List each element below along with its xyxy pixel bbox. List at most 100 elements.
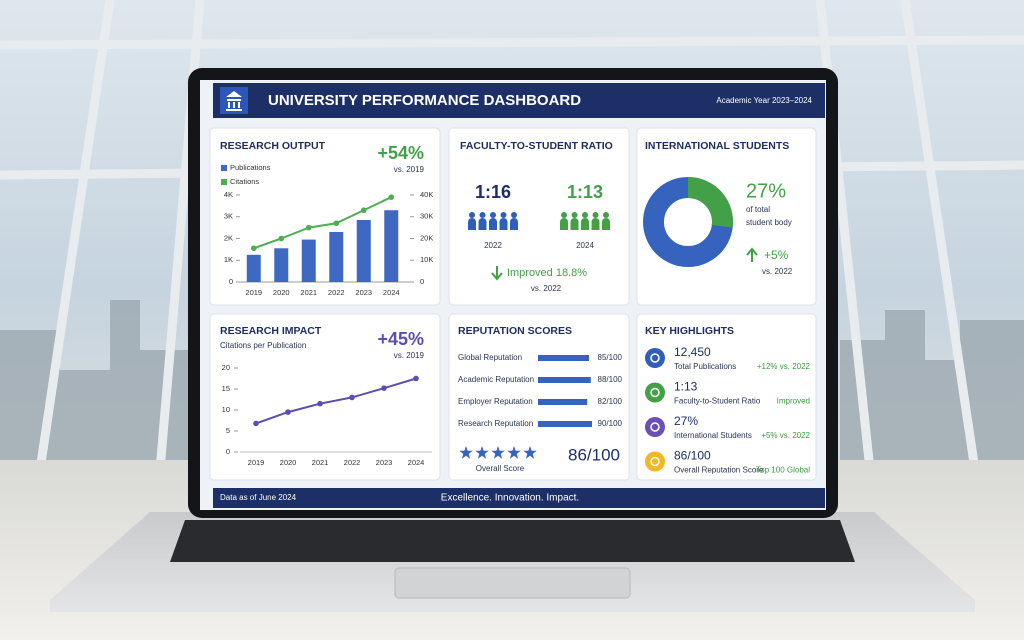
- person-head: [592, 212, 599, 218]
- y-tick-label: 1K: [224, 255, 233, 264]
- y-tick-label: 0: [226, 447, 230, 456]
- point: [285, 409, 291, 415]
- logo-icon: [226, 91, 242, 111]
- panel: [209, 127, 441, 306]
- highlight-value: 86/100: [674, 449, 711, 463]
- y2-tick-label: 30K: [420, 212, 433, 221]
- ratio: 1:13: [567, 182, 603, 202]
- highlight-change: Improved: [777, 397, 810, 406]
- change: +54%: [377, 143, 424, 163]
- keyboard: [170, 520, 855, 562]
- x-tick-label: 2019: [245, 288, 262, 297]
- panel: [209, 313, 441, 481]
- panel-title: INTERNATIONAL STUDENTS: [645, 140, 789, 152]
- bar: [274, 248, 289, 282]
- y-tick-label: 4K: [224, 190, 233, 199]
- person-head: [511, 212, 517, 218]
- point: [388, 194, 395, 200]
- panel: [448, 127, 630, 306]
- change: Improved 18.8%: [507, 267, 587, 279]
- tagline: Excellence. Innovation. Impact.: [441, 493, 579, 504]
- x-tick-label: 2022: [328, 288, 345, 297]
- academic-year: Academic Year 2023–2024: [716, 96, 812, 105]
- highlight-value: 1:13: [674, 380, 698, 394]
- point: [305, 224, 312, 231]
- row-label: Research Reputation: [458, 419, 533, 428]
- y-tick-label: 15: [222, 384, 230, 393]
- score-label: 88/100: [598, 375, 623, 384]
- caption: of total: [746, 205, 770, 214]
- point: [278, 235, 285, 242]
- line: [253, 196, 392, 250]
- y-tick-label: 3K: [224, 212, 233, 221]
- panel: [636, 313, 817, 481]
- highlight-value: 27%: [674, 414, 698, 428]
- x-tick-label: 2021: [312, 458, 329, 467]
- star: [507, 446, 521, 459]
- x-tick-label: 2023: [376, 458, 393, 467]
- score-label: 82/100: [598, 397, 623, 406]
- highlight-icon: [645, 382, 665, 403]
- y-tick-label: 5: [226, 426, 230, 435]
- change-note: vs. 2019: [394, 351, 425, 360]
- header-bar: [213, 83, 825, 118]
- row-label: Employer Reputation: [458, 397, 533, 406]
- overall-score: 86/100: [568, 445, 620, 464]
- highlight-icon-mark: [650, 422, 660, 432]
- bar: [329, 231, 344, 282]
- panel-title: RESEARCH OUTPUT: [220, 140, 326, 152]
- score-label: 90/100: [598, 419, 623, 428]
- person-head: [582, 212, 588, 218]
- bar: [356, 220, 371, 282]
- star: [523, 446, 537, 459]
- dashboard-title: UNIVERSITY PERFORMANCE DASHBOARD: [268, 92, 581, 109]
- panel-title: KEY HIGHLIGHTS: [645, 325, 734, 337]
- x-tick-label: 2019: [248, 458, 265, 467]
- legend-label: Citations: [230, 177, 259, 186]
- legend-label: Publications: [230, 163, 271, 172]
- y2-tick-label: 40K: [420, 190, 433, 199]
- y2-tick-label: 10K: [420, 255, 433, 264]
- highlight-icon: [645, 417, 665, 437]
- donut-slice: [687, 177, 733, 228]
- highlight-label: Total Publications: [674, 362, 736, 371]
- line: [255, 377, 417, 425]
- point: [250, 245, 257, 252]
- y-tick-label: 0: [229, 277, 233, 286]
- x-tick-label: 2023: [355, 288, 372, 297]
- x-tick-label: 2022: [344, 458, 361, 467]
- row-label: Global Reputation: [458, 353, 522, 362]
- subtitle: Citations per Publication: [220, 341, 306, 350]
- footer-bar: [213, 488, 825, 508]
- point: [360, 207, 367, 214]
- x-tick-label: 2020: [273, 288, 290, 297]
- point: [349, 394, 355, 401]
- highlight-value: 12,450: [674, 345, 711, 359]
- y2-tick-label: 20K: [420, 233, 433, 242]
- panel-title: REPUTATION SCORES: [458, 325, 572, 337]
- change-note: vs. 2019: [394, 165, 425, 174]
- person-body: [510, 218, 518, 230]
- y-tick-label: 10: [222, 405, 230, 414]
- caption: student body: [746, 218, 792, 227]
- change-note: vs. 2022: [762, 267, 793, 276]
- x-tick-label: 2024: [383, 288, 400, 297]
- x-tick-label: 2020: [280, 458, 297, 467]
- down-arrow: [491, 266, 503, 281]
- star: [475, 446, 489, 459]
- y-tick-label: 20: [222, 363, 230, 372]
- highlight-change: +5% vs. 2022: [761, 431, 810, 440]
- row-label: Academic Reputation: [458, 375, 534, 384]
- score-bar: [538, 355, 589, 361]
- star: [491, 446, 505, 459]
- point: [333, 220, 340, 227]
- legend-swatch: [221, 165, 227, 171]
- highlight-change: +12% vs. 2022: [757, 362, 811, 371]
- person-body: [602, 218, 610, 230]
- change-note: vs. 2022: [531, 284, 562, 293]
- person-body: [489, 218, 497, 230]
- highlight-icon-mark: [650, 387, 660, 398]
- highlight-label: Overall Reputation Score: [674, 466, 764, 475]
